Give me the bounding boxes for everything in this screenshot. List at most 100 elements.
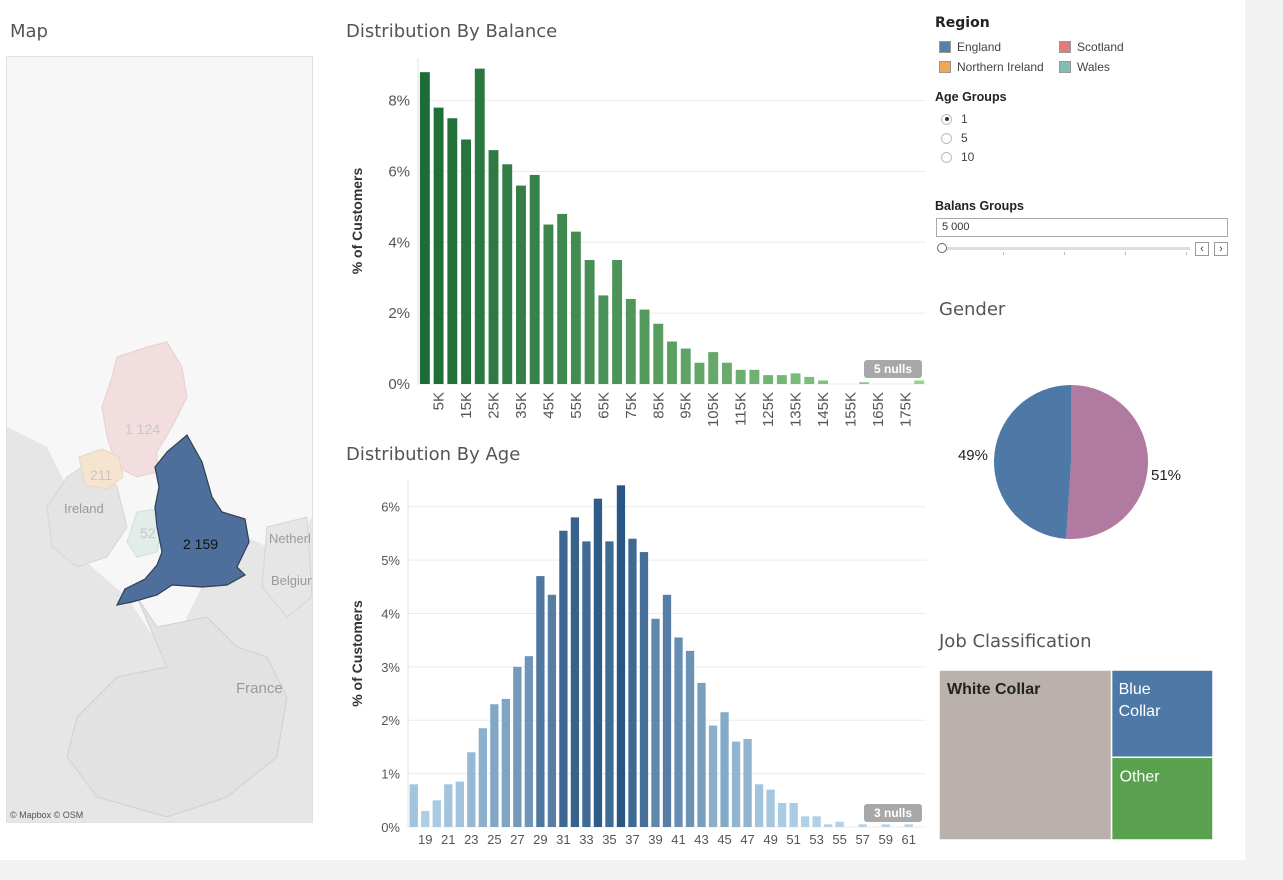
bar[interactable] [694, 362, 705, 384]
bar[interactable] [651, 618, 660, 827]
scotland-shape[interactable] [101, 341, 188, 478]
bar[interactable] [818, 380, 828, 384]
bar[interactable] [674, 637, 683, 827]
bar[interactable] [524, 656, 534, 827]
map-panel[interactable]: Ireland Netherl Belgiun France 1 124 211… [6, 56, 313, 823]
bar[interactable] [914, 380, 925, 384]
bar[interactable] [639, 552, 649, 827]
bar[interactable] [804, 376, 815, 384]
northern-ireland-shape[interactable] [78, 448, 124, 490]
nulls-badge[interactable] [864, 804, 922, 822]
bar[interactable] [697, 682, 706, 827]
bar[interactable] [858, 824, 867, 827]
bar[interactable] [490, 704, 499, 827]
bar[interactable] [432, 800, 441, 827]
bar[interactable] [708, 725, 718, 827]
bar[interactable] [685, 650, 695, 827]
bar[interactable] [904, 824, 913, 827]
bar[interactable] [735, 369, 746, 384]
bar[interactable] [859, 382, 870, 384]
bar[interactable] [790, 373, 801, 384]
legend-item-england[interactable]: England [939, 40, 1001, 54]
bar[interactable] [570, 517, 580, 827]
pie-slice[interactable] [1066, 385, 1148, 539]
bar[interactable] [749, 369, 760, 384]
map-svg[interactable]: Ireland Netherl Belgiun France 1 124 211… [7, 57, 312, 822]
bar[interactable] [789, 802, 798, 827]
bar[interactable] [547, 594, 557, 827]
bar[interactable] [777, 802, 787, 827]
bar[interactable] [667, 341, 677, 384]
gender-pie-svg[interactable]: 49% 51% [935, 340, 1225, 580]
bar[interactable] [766, 789, 775, 827]
radio-icon[interactable] [941, 151, 952, 163]
treemap-cell[interactable] [939, 670, 1113, 841]
england-shape[interactable] [115, 434, 250, 606]
bar[interactable] [720, 712, 729, 827]
bar[interactable] [662, 594, 672, 827]
bar[interactable] [881, 824, 890, 827]
legend-item-scotland[interactable]: Scotland [1059, 40, 1124, 54]
bar[interactable] [444, 784, 453, 827]
bar[interactable] [763, 375, 774, 384]
balans-slider-track[interactable] [942, 247, 1190, 250]
bar[interactable] [447, 118, 458, 385]
bar[interactable] [529, 174, 540, 384]
bar[interactable] [628, 538, 637, 827]
bar[interactable] [754, 784, 764, 827]
bar[interactable] [598, 295, 609, 384]
slider-prev-button[interactable]: ‹ [1195, 242, 1209, 256]
bar[interactable] [612, 259, 623, 384]
bar[interactable] [433, 107, 444, 385]
bar[interactable] [570, 231, 581, 384]
legend-item-wales[interactable]: Wales [1059, 60, 1110, 74]
bar[interactable] [501, 698, 510, 827]
bar[interactable] [488, 150, 499, 384]
bar[interactable] [502, 164, 513, 384]
bar[interactable] [743, 738, 752, 827]
bar[interactable] [824, 824, 833, 827]
bar[interactable] [536, 576, 545, 827]
age-group-option-10[interactable]: 10 [941, 150, 974, 164]
bar[interactable] [516, 185, 526, 384]
balans-slider-thumb[interactable] [937, 243, 947, 253]
age-group-option-5[interactable]: 5 [941, 131, 968, 145]
age-group-option-1[interactable]: 1 [941, 112, 968, 126]
bar[interactable] [835, 821, 844, 827]
radio-icon[interactable] [941, 132, 952, 144]
balans-groups-input[interactable]: 5 000 [936, 218, 1228, 237]
bar[interactable] [680, 348, 691, 384]
age-chart-svg[interactable]: 0% 1% 2% 3% 4% 5% 6% % of Customers 19 21 23 25 27 29… [340, 470, 935, 850]
bar[interactable] [584, 259, 595, 384]
slider-next-button[interactable]: › [1214, 242, 1228, 256]
bar[interactable] [478, 728, 487, 827]
bar[interactable] [731, 741, 741, 827]
bar[interactable] [557, 213, 568, 384]
bar[interactable] [421, 810, 430, 827]
treemap-cell[interactable] [1110, 756, 1214, 841]
bar[interactable] [776, 375, 787, 384]
bar[interactable] [419, 72, 430, 385]
bar[interactable] [708, 352, 719, 384]
legend-item-northern-ireland[interactable]: Northern Ireland [939, 60, 1044, 74]
bar[interactable] [582, 541, 591, 827]
treemap-cell[interactable] [1110, 670, 1214, 759]
bar[interactable] [653, 323, 664, 384]
bar[interactable] [455, 781, 464, 827]
bar[interactable] [605, 541, 614, 827]
bar[interactable] [616, 485, 626, 827]
bar[interactable] [409, 784, 418, 827]
job-treemap-svg[interactable]: White Collar Blue Collar Other [939, 670, 1214, 842]
bar[interactable] [721, 362, 732, 384]
bar[interactable] [474, 68, 485, 384]
bar[interactable] [513, 666, 522, 827]
bar[interactable] [467, 752, 476, 827]
radio-selected-icon[interactable] [941, 113, 952, 125]
bar[interactable] [593, 498, 603, 827]
bar[interactable] [812, 816, 821, 827]
nulls-badge[interactable] [864, 360, 922, 378]
bar[interactable] [639, 309, 650, 384]
bar[interactable] [800, 816, 810, 827]
bar[interactable] [625, 298, 636, 384]
bar[interactable] [543, 224, 554, 384]
